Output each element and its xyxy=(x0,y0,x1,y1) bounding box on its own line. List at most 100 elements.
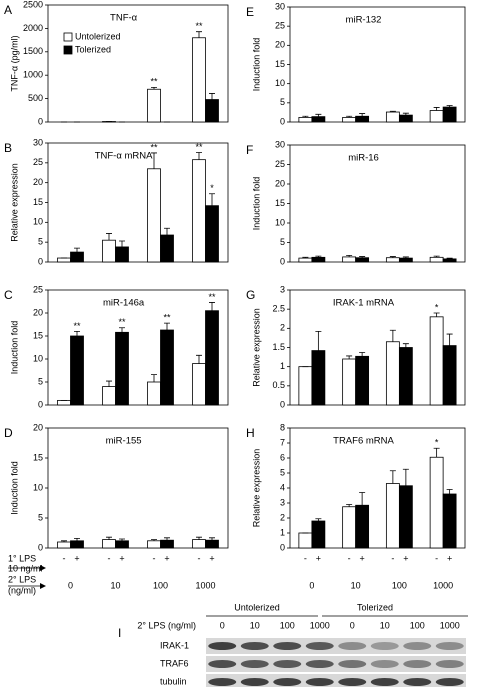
error-bar xyxy=(106,536,112,540)
error-bar xyxy=(389,256,396,258)
significance: * xyxy=(435,302,439,312)
chart-title: TRAF6 mRNA xyxy=(333,436,394,447)
bar xyxy=(115,246,129,263)
y-axis-label: Relative expression xyxy=(251,449,261,528)
error-bar xyxy=(433,447,440,458)
significance: ** xyxy=(163,312,171,322)
y-tick-label: 1000 xyxy=(23,70,43,80)
error-bar xyxy=(446,489,453,494)
y-tick-label: 8 xyxy=(280,422,285,432)
y-tick-label: 4 xyxy=(280,482,285,492)
band xyxy=(370,678,399,686)
band xyxy=(435,678,464,686)
bar xyxy=(342,256,357,263)
bar xyxy=(115,540,129,549)
y-tick-label: 0 xyxy=(280,399,285,409)
y-tick-label: 2500 xyxy=(23,0,43,9)
blot-strip xyxy=(206,674,466,687)
error-bar xyxy=(346,254,353,257)
bar xyxy=(342,506,357,549)
bar xyxy=(429,110,444,123)
bar xyxy=(442,345,457,406)
error-bar xyxy=(119,327,125,333)
y-tick-label: 20 xyxy=(33,422,43,432)
error-bar xyxy=(315,255,322,258)
y-tick-label: 1500 xyxy=(23,46,43,56)
bar xyxy=(355,355,370,406)
y-tick-label: 0.5 xyxy=(272,380,285,390)
band xyxy=(208,642,237,650)
significance: ** xyxy=(195,142,203,152)
error-bar xyxy=(119,538,125,541)
significance: ** xyxy=(195,21,203,31)
bar xyxy=(311,350,326,406)
error-bar xyxy=(346,115,353,118)
bar xyxy=(70,251,84,263)
chart-title: miR-146a xyxy=(103,298,145,309)
group-label: Untolerized xyxy=(234,602,280,612)
sign: - xyxy=(348,553,351,563)
bar xyxy=(192,363,206,406)
error-bar xyxy=(446,105,453,108)
y-tick-label: 15 xyxy=(33,197,43,207)
panel-letter: D xyxy=(4,426,13,440)
bar xyxy=(398,257,413,263)
error-bar xyxy=(389,470,396,484)
chart-title: miR-16 xyxy=(348,153,379,164)
error-bar xyxy=(315,113,322,117)
y-tick-label: 10 xyxy=(275,217,285,227)
bar xyxy=(385,111,400,123)
error-bar xyxy=(302,256,309,259)
legend-label: Tolerized xyxy=(75,44,111,54)
bar xyxy=(429,456,444,549)
bar xyxy=(398,347,413,406)
y-tick-label: 2.5 xyxy=(272,304,285,314)
legend-swatch xyxy=(63,45,73,55)
error-bar xyxy=(74,538,80,541)
bar xyxy=(442,106,457,123)
bar xyxy=(160,329,174,406)
y-tick-label: 0 xyxy=(38,542,43,552)
error-bar xyxy=(359,352,366,357)
y-tick-label: 5 xyxy=(280,467,285,477)
dose: 10 xyxy=(380,620,390,630)
bar xyxy=(160,539,174,549)
bar xyxy=(311,520,326,549)
y-tick-label: 15 xyxy=(33,330,43,340)
y-tick-label: 20 xyxy=(33,177,43,187)
significance: ** xyxy=(73,321,81,331)
bar xyxy=(147,168,161,263)
y-tick-label: 5 xyxy=(280,237,285,247)
error-bar xyxy=(389,329,396,342)
legend-swatch xyxy=(63,32,73,42)
bar xyxy=(192,539,206,549)
x-tick-label: 1000 xyxy=(433,580,453,590)
error-bar xyxy=(209,302,215,311)
y-axis-label: Relative expression xyxy=(251,308,261,387)
bar xyxy=(70,540,84,549)
y-tick-label: 20 xyxy=(33,307,43,317)
band xyxy=(403,660,432,668)
bar xyxy=(147,540,161,549)
bar xyxy=(385,257,400,263)
panel-letter: I xyxy=(118,626,121,640)
significance: ** xyxy=(150,142,158,152)
bar xyxy=(298,532,313,549)
sign: - xyxy=(108,553,111,563)
y-tick-label: 500 xyxy=(28,93,43,103)
chart-title: miR-155 xyxy=(106,436,142,447)
error-bar xyxy=(106,380,112,387)
y-tick-label: 2 xyxy=(280,323,285,333)
bar xyxy=(355,115,370,123)
sign: - xyxy=(304,553,307,563)
panel-letter: G xyxy=(246,288,255,302)
dose: 1000 xyxy=(310,620,330,630)
bar xyxy=(311,116,326,123)
y-tick-label: 15 xyxy=(275,59,285,69)
y-tick-label: 5 xyxy=(280,97,285,107)
band xyxy=(370,642,399,650)
error-bar xyxy=(164,322,170,331)
x-label: (ng/ml) xyxy=(8,585,36,595)
band xyxy=(403,678,432,686)
y-tick-label: 10 xyxy=(275,78,285,88)
